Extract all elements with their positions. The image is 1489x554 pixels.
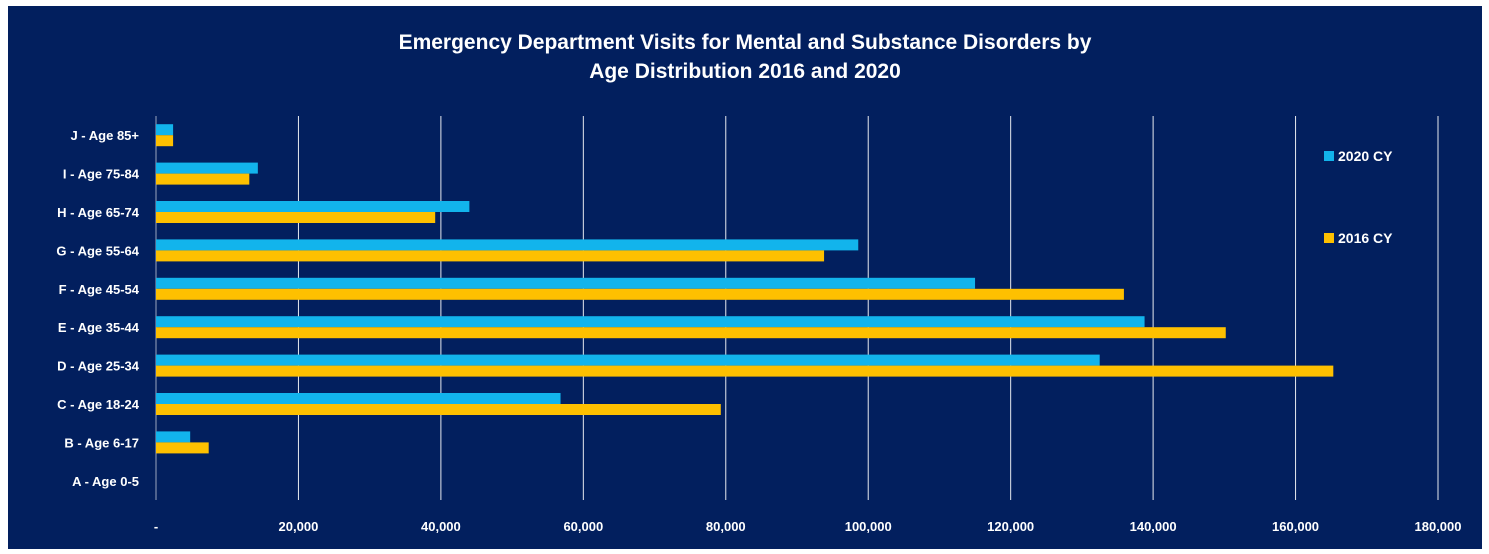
x-tick-label-7: 140,000 (1130, 519, 1177, 534)
category-label-6: G - Age 55-64 (56, 243, 139, 258)
bar-2020-2 (156, 393, 561, 404)
category-label-3: D - Age 25-34 (57, 359, 140, 374)
bar-2016-5 (156, 288, 1124, 300)
x-tick-label-8: 160,000 (1272, 519, 1319, 534)
x-tick-label-0: - (154, 519, 158, 534)
bar-2016-9 (156, 135, 174, 147)
category-label-8: I - Age 75-84 (63, 167, 140, 182)
bar-2016-2 (156, 404, 721, 415)
bar-2020-9 (156, 124, 174, 136)
legend-item-2016: 2016 CY (1324, 230, 1392, 246)
bar-2016-4 (156, 327, 1226, 339)
legend-label-2016: 2016 CY (1338, 230, 1393, 246)
x-tick-label-5: 100,000 (845, 519, 892, 534)
chart-title: Emergency Department Visits for Mental a… (8, 28, 1482, 86)
bar-2020-8 (156, 162, 258, 174)
bar-2016-7 (156, 212, 436, 223)
legend-swatch-2016 (1324, 233, 1334, 243)
category-label-7: H - Age 65-74 (57, 205, 140, 220)
category-label-9: J - Age 85+ (70, 128, 139, 143)
category-label-5: F - Age 45-54 (59, 282, 140, 297)
category-label-4: E - Age 35-44 (58, 320, 140, 335)
bar-2020-3 (156, 354, 1100, 366)
bar-2020-7 (156, 201, 470, 212)
bar-2016-6 (156, 250, 825, 262)
category-label-2: C - Age 18-24 (57, 397, 140, 412)
legend-item-2020: 2020 CY (1324, 148, 1392, 164)
chart-title-line-1: Emergency Department Visits for Mental a… (398, 31, 1092, 54)
x-tick-label-1: 20,000 (279, 519, 319, 534)
bar-2020-6 (156, 239, 859, 251)
x-tick-label-3: 60,000 (563, 519, 603, 534)
bar-2016-1 (156, 442, 209, 454)
bar-2020-1 (156, 431, 191, 443)
legend-label-2020: 2020 CY (1338, 148, 1393, 164)
x-tick-label-9: 180,000 (1415, 519, 1462, 534)
bar-2020-4 (156, 316, 1145, 328)
category-label-0: A - Age 0-5 (72, 474, 139, 489)
bar-2016-8 (156, 173, 250, 185)
bar-2016-3 (156, 365, 1334, 377)
x-tick-label-2: 40,000 (421, 519, 461, 534)
bar-chart: - 20,000 40,000 60,000 80,000 100,000 120,000 1… (56, 116, 1462, 534)
legend-swatch-2020 (1324, 151, 1334, 161)
category-label-1: B - Age 6-17 (64, 435, 139, 450)
chart-title-line-2: Age Distribution 2016 and 2020 (589, 60, 901, 83)
x-tick-label-6: 120,000 (987, 519, 1034, 534)
x-tick-label-4: 80,000 (706, 519, 746, 534)
chart-frame: Emergency Department Visits for Mental a… (8, 6, 1482, 549)
bar-2020-5 (156, 277, 976, 289)
